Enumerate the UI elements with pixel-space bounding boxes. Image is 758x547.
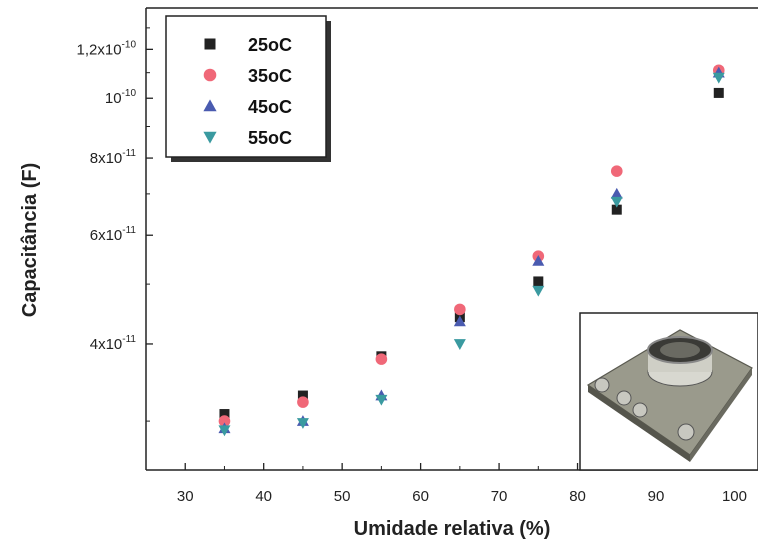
data-point-25oc	[219, 409, 230, 420]
data-point-35oc	[297, 396, 309, 408]
y-tick-label: 8x10-11	[90, 148, 137, 167]
sensor-plate-side	[588, 385, 690, 462]
y-tick-label: 4x10-11	[90, 334, 137, 353]
data-point-45oc	[532, 255, 545, 266]
data-point-55oc	[712, 72, 725, 84]
screw-3	[632, 402, 648, 418]
data-point-25oc	[297, 390, 308, 401]
screw-4	[677, 423, 695, 441]
data-point-55oc	[610, 196, 623, 208]
screw-1	[594, 377, 610, 393]
x-tick-label: 30	[177, 488, 194, 505]
legend-marker-55oc	[203, 131, 217, 144]
x-tick-label: 40	[255, 488, 272, 505]
data-point-55oc	[296, 418, 309, 429]
sensor-photo-icon	[579, 312, 758, 471]
legend-marker-35oc	[203, 68, 217, 82]
data-point-25oc	[611, 204, 622, 215]
data-point-55oc	[532, 285, 545, 297]
data-point-35oc	[454, 303, 466, 316]
x-tick-label: 70	[491, 488, 508, 505]
data-points	[218, 64, 725, 437]
data-point-25oc	[713, 87, 724, 98]
y-tick-label: 10-10	[105, 88, 137, 107]
y-axis-title: Capacitância (F)	[19, 163, 41, 317]
x-axis-title: Umidade relativa (%)	[354, 518, 551, 540]
data-point-55oc	[375, 394, 388, 406]
data-point-45oc	[453, 315, 466, 327]
x-axis-ticks: 30 40 50 60 70 80 90 100	[145, 463, 747, 505]
legend-label: 45oC	[248, 97, 292, 117]
x-tick-label: 50	[334, 488, 351, 505]
sensor-plate-side2	[690, 368, 752, 462]
legend: 25oC 35oC 45oC 55oC	[165, 15, 331, 162]
legend-label: 55oC	[248, 128, 292, 148]
x-tick-label: 100	[722, 488, 747, 505]
legend-label: 35oC	[248, 66, 292, 86]
data-point-35oc	[375, 353, 388, 365]
x-tick-label: 60	[412, 488, 429, 505]
y-tick-label: 1,2x10-10	[77, 39, 137, 58]
legend-label: 25oC	[248, 35, 292, 55]
legend-marker-45oc	[203, 99, 217, 112]
y-tick-label: 6x10-11	[90, 225, 137, 244]
data-point-45oc	[610, 187, 623, 199]
legend-box	[165, 15, 327, 158]
data-point-55oc	[218, 425, 231, 437]
data-point-55oc	[453, 339, 466, 350]
legend-marker-25oc	[204, 38, 216, 50]
data-point-35oc	[218, 415, 231, 427]
y-axis-ticks: 4x10-11 6x10-11 8x10-11 10-10 1,2x10-10	[77, 27, 153, 422]
x-tick-label: 90	[648, 488, 665, 505]
screw-2	[616, 390, 632, 406]
x-tick-label: 80	[569, 488, 586, 505]
data-point-25oc	[533, 276, 544, 287]
data-point-35oc	[610, 165, 623, 177]
sensor-cylinder-inner	[660, 342, 700, 358]
